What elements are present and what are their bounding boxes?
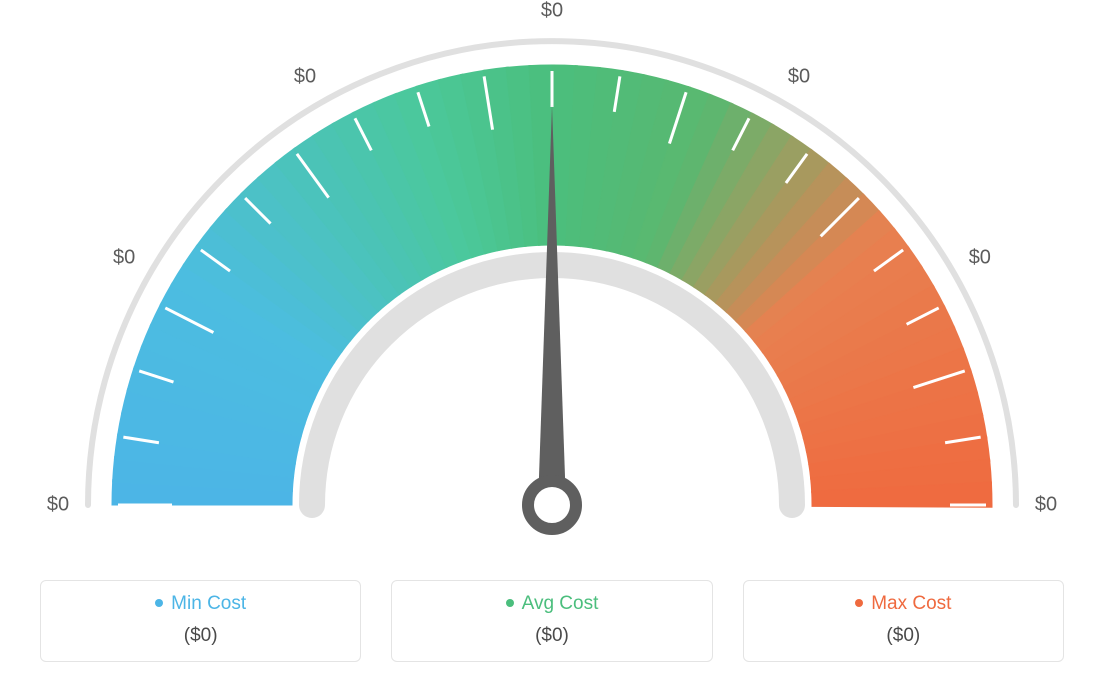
legend-value-max: ($0) — [744, 625, 1063, 647]
legend-dot-min — [155, 599, 163, 607]
legend-row: Min Cost ($0) Avg Cost ($0) Max Cost ($0… — [40, 580, 1064, 662]
gauge-tick-label: $0 — [113, 247, 135, 270]
legend-card-max: Max Cost ($0) — [743, 580, 1064, 662]
legend-value-avg: ($0) — [392, 625, 711, 647]
gauge-tick-label: $0 — [1035, 494, 1057, 517]
legend-label-min: Min Cost — [171, 593, 246, 614]
legend-label-avg: Avg Cost — [522, 593, 599, 614]
gauge-svg — [0, 0, 1104, 560]
legend-label-max: Max Cost — [871, 593, 951, 614]
gauge-tick-label: $0 — [541, 0, 563, 23]
legend-card-avg: Avg Cost ($0) — [391, 580, 712, 662]
cost-gauge-widget: $0 $0 $0 $0 $0 $0 $0 Min Cost ($0) Avg Cost ($… — [0, 0, 1104, 690]
legend-value-min: ($0) — [41, 625, 360, 647]
legend-title-max: Max Cost — [744, 593, 1063, 615]
legend-card-min: Min Cost ($0) — [40, 580, 361, 662]
gauge-tick-label: $0 — [47, 494, 69, 517]
gauge-tick-label: $0 — [294, 66, 316, 89]
legend-title-min: Min Cost — [41, 593, 360, 615]
gauge-chart: $0 $0 $0 $0 $0 $0 $0 — [0, 0, 1104, 560]
gauge-tick-label: $0 — [788, 66, 810, 89]
gauge-tick-label: $0 — [969, 247, 991, 270]
legend-title-avg: Avg Cost — [392, 593, 711, 615]
legend-dot-avg — [506, 599, 514, 607]
legend-dot-max — [855, 599, 863, 607]
